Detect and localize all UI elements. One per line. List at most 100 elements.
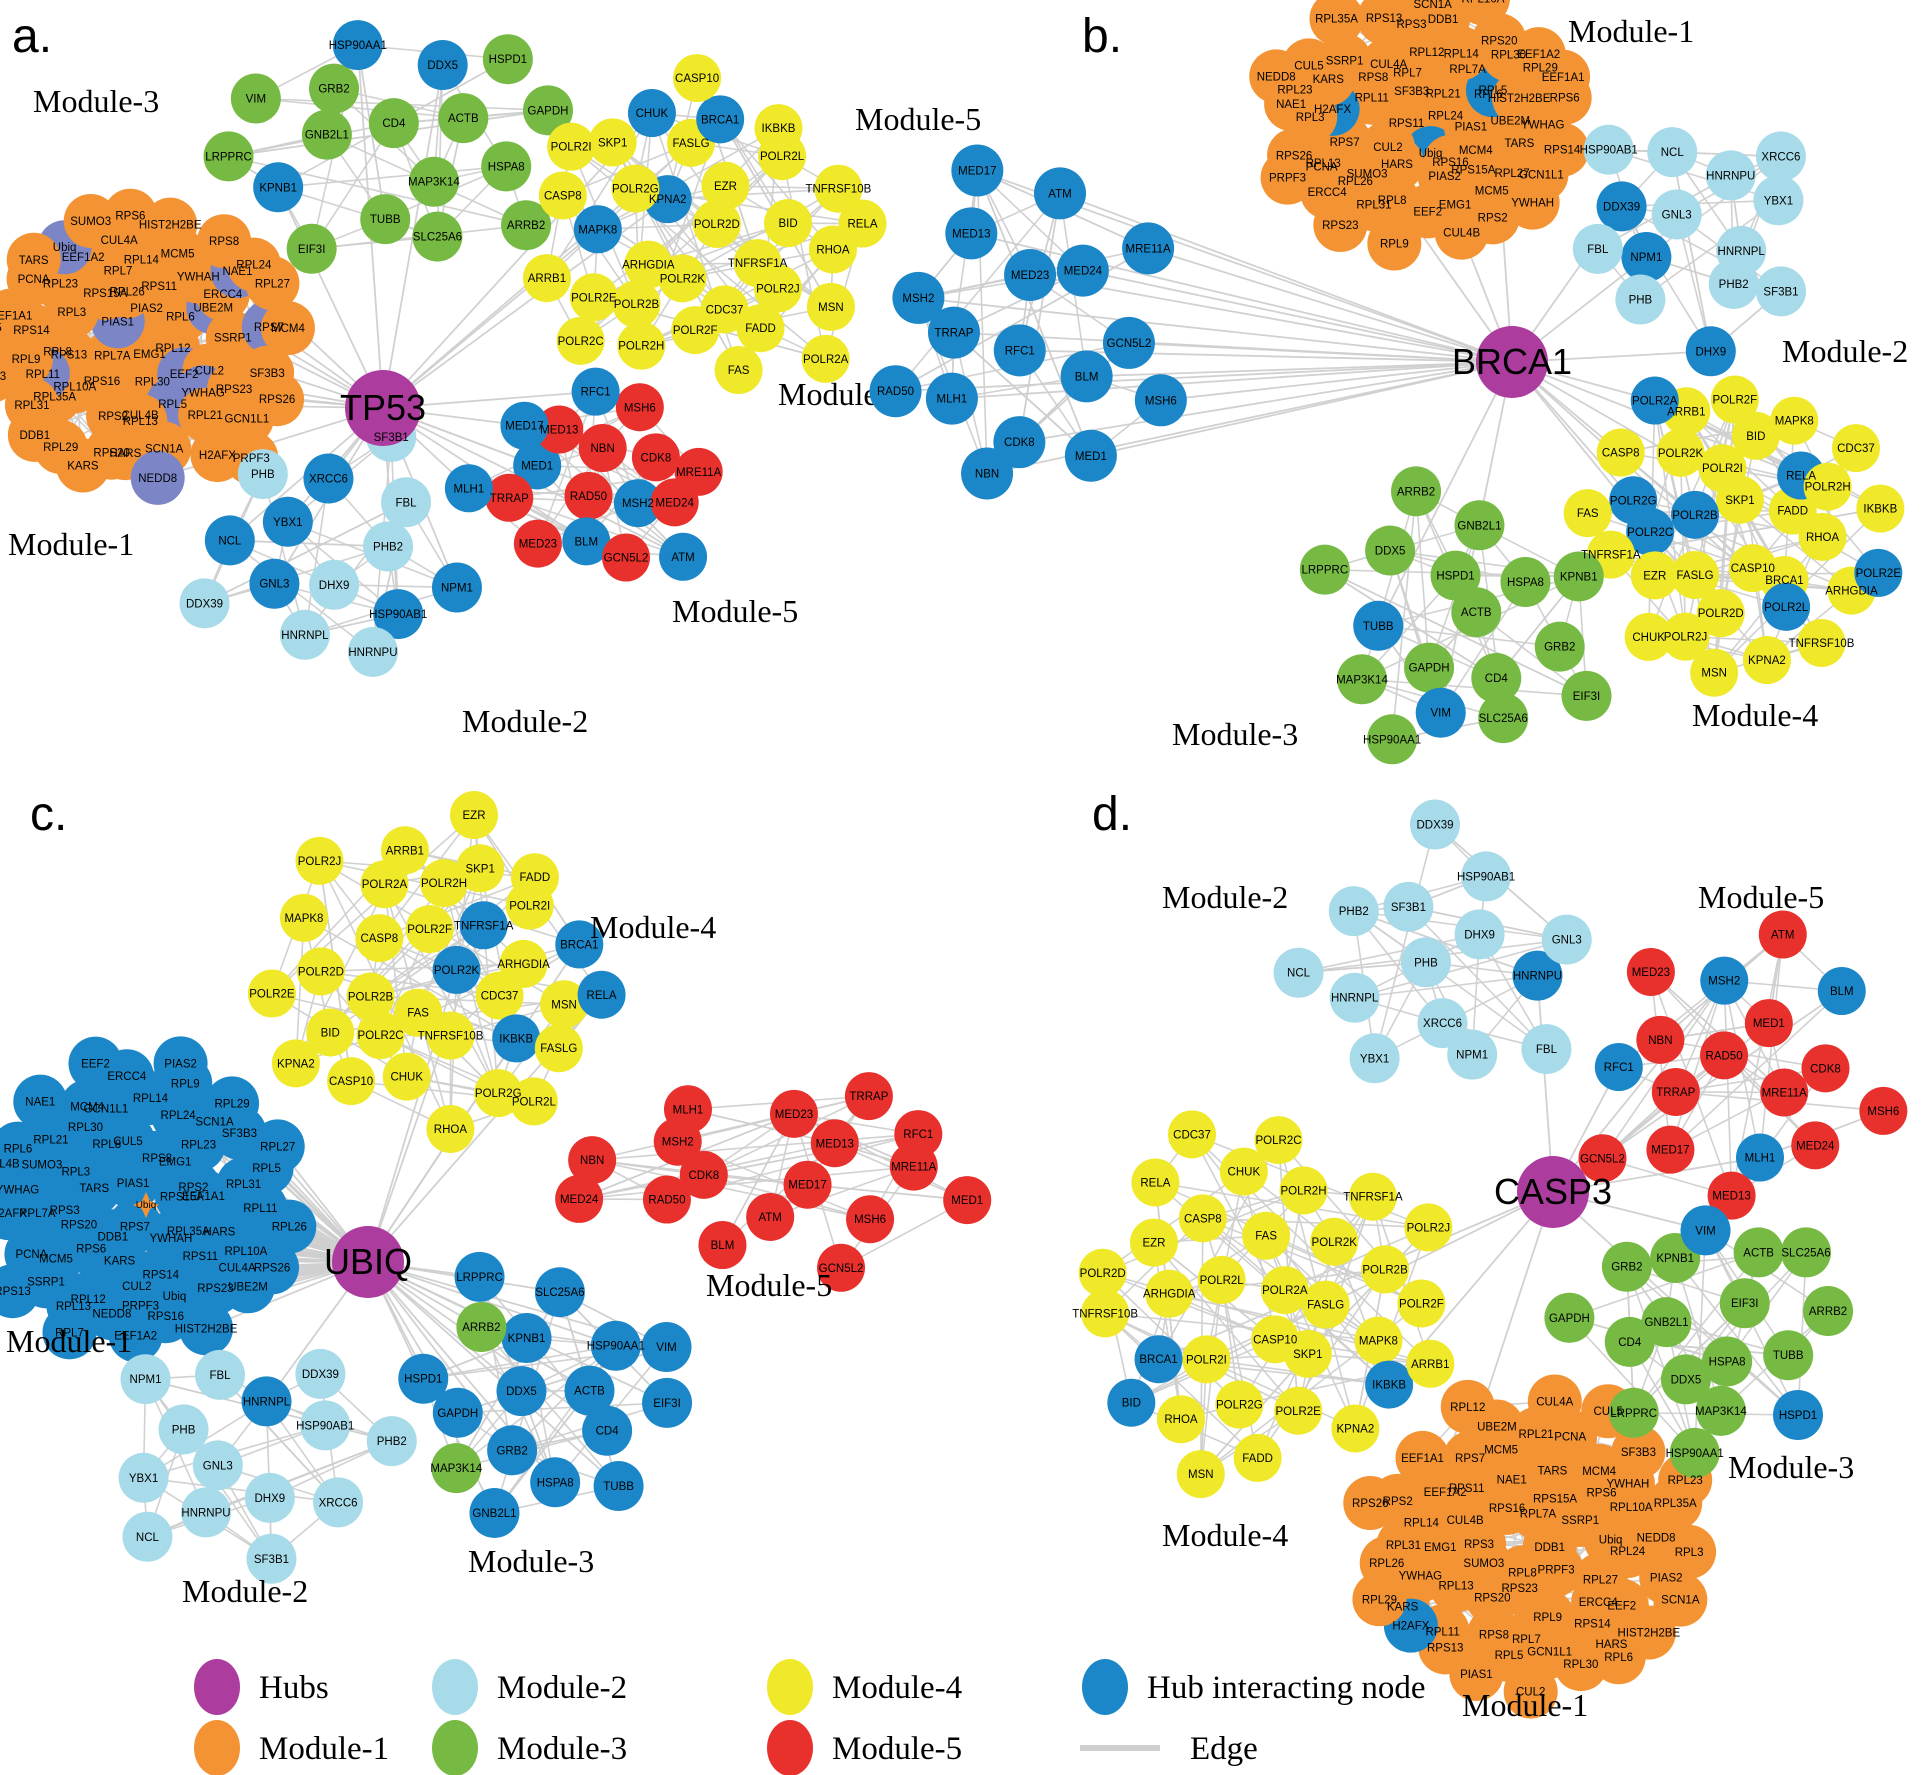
node-label-POLR2B: POLR2B <box>1362 1264 1408 1276</box>
module-edge <box>1797 1252 1807 1416</box>
node-label-PRPF3: PRPF3 <box>1538 1565 1575 1577</box>
module-edge <box>1361 491 1417 680</box>
node-label-POLR2K: POLR2K <box>1658 448 1704 460</box>
module-edge <box>262 473 306 635</box>
node-label-RAD50: RAD50 <box>648 1195 685 1207</box>
node-label-POLR2L: POLR2L <box>760 151 805 163</box>
node-label-RHOA: RHOA <box>434 1124 468 1136</box>
hub-edge <box>277 186 384 409</box>
node-label-CDC37: CDC37 <box>481 991 519 1003</box>
node-EEF1A1 <box>1536 49 1591 104</box>
node-label-EEF1A2: EEF1A2 <box>1517 49 1560 61</box>
node-label-PHB2: PHB2 <box>377 1436 407 1448</box>
node-DHX9 <box>1454 909 1505 960</box>
node-label-TUBB: TUBB <box>370 214 401 226</box>
legend-label: Module-5 <box>832 1731 962 1767</box>
module-edge <box>1415 491 1430 668</box>
node-label-CASP10: CASP10 <box>1253 1334 1297 1346</box>
node-RAD50 <box>1700 1031 1749 1080</box>
node-PRPF3 <box>1260 150 1315 205</box>
node-RHOA <box>1156 1395 1205 1444</box>
node-MLH1 <box>925 372 978 425</box>
node-BLM <box>562 517 611 566</box>
node-RPL9 <box>1367 216 1422 271</box>
node-KPNB1 <box>253 162 304 213</box>
node-HSP90AA1 <box>332 20 383 71</box>
node-label-CUL2: CUL2 <box>195 365 224 377</box>
node-FADD <box>510 853 559 902</box>
node-label-MED24: MED24 <box>1796 1140 1835 1152</box>
node-BID <box>306 1008 355 1057</box>
node-POLR2K <box>432 945 481 994</box>
module-edge <box>295 917 305 1064</box>
node-label-MSH6: MSH6 <box>854 1214 886 1226</box>
module-edge <box>1626 1266 1696 1454</box>
module-edge <box>143 1476 339 1504</box>
legend-label: Hub interacting node <box>1147 1670 1426 1706</box>
node-label-HSP90AB1: HSP90AB1 <box>296 1420 354 1432</box>
node-label-MED13: MED13 <box>540 425 578 437</box>
node-label-BRCA1: BRCA1 <box>1765 575 1803 587</box>
node-label-ERCC4: ERCC4 <box>107 1071 147 1083</box>
node-label-ACTB: ACTB <box>1461 607 1492 619</box>
module-edge <box>597 127 779 231</box>
module-edge <box>1675 1067 1826 1093</box>
node-label-PCNA: PCNA <box>18 274 50 286</box>
node-label-POLR2B: POLR2B <box>614 299 660 311</box>
node-label-DDX39: DDX39 <box>1603 201 1640 213</box>
node-label-MRE11A: MRE11A <box>1126 243 1171 255</box>
module-edge <box>1601 980 1725 1159</box>
node-label-LRPPRC: LRPPRC <box>205 151 252 163</box>
node-KPNA2 <box>1742 636 1791 685</box>
node-TRRAP <box>485 473 534 522</box>
node-TRRAP <box>844 1072 893 1121</box>
node-label-RPL10A: RPL10A <box>1462 0 1505 5</box>
node-label-RPS6: RPS6 <box>1586 1488 1616 1500</box>
node-label-NBN: NBN <box>591 443 615 455</box>
module-edge <box>1568 1317 1696 1454</box>
node-CASP10 <box>327 1057 376 1106</box>
node-label-POLR2I: POLR2I <box>1702 463 1743 475</box>
node-MLH1 <box>444 464 493 513</box>
node-label-POLR2H: POLR2H <box>1805 482 1851 494</box>
node-label-CUL2: CUL2 <box>1373 142 1402 154</box>
node-label-BLM: BLM <box>711 1240 735 1252</box>
node-MLH1 <box>663 1085 712 1134</box>
node-label-MCM4: MCM4 <box>271 323 305 335</box>
node-label-RPL12: RPL12 <box>71 1294 106 1306</box>
node-ACTB <box>438 93 489 144</box>
node-label-POLR2A: POLR2A <box>803 354 849 366</box>
node-label-TNFRSF10B: TNFRSF10B <box>418 1031 484 1043</box>
node-BRCA1 <box>696 95 745 144</box>
module-label: Module-2 <box>182 1573 308 1609</box>
node-IKBKB <box>754 104 803 153</box>
node-label-KPNB1: KPNB1 <box>259 182 297 194</box>
node-POLR2K <box>1656 428 1705 477</box>
node-label-YWHAG: YWHAG <box>1399 1571 1443 1583</box>
node-RPS26 <box>250 372 305 427</box>
node-PHB2 <box>1708 258 1759 309</box>
node-FBL <box>381 477 432 528</box>
module-edge <box>1220 1279 1259 1459</box>
node-BID <box>764 199 813 248</box>
node-VIM <box>641 1322 692 1373</box>
node-MSN <box>806 282 855 331</box>
node-label-POLR2E: POLR2E <box>1275 1406 1321 1418</box>
node-GNB2L1 <box>1641 1297 1692 1348</box>
node-label-DHX9: DHX9 <box>1464 929 1495 941</box>
node-label-TRRAP: TRRAP <box>934 328 973 340</box>
node-MSN <box>1690 648 1739 697</box>
node-HNRNPU <box>347 626 398 677</box>
node-label-HARS: HARS <box>203 1226 235 1238</box>
node-TNFRSF10B <box>426 1011 475 1060</box>
node-label-MED17: MED17 <box>505 421 543 433</box>
node-TUBB <box>1763 1330 1814 1381</box>
node-label-LRPPRC: LRPPRC <box>1610 1408 1657 1420</box>
node-label-RPL21: RPL21 <box>33 1134 68 1146</box>
node-POLR2E <box>1854 548 1903 597</box>
node-label-NEDD8: NEDD8 <box>1637 1533 1676 1545</box>
module-edge <box>1324 569 1497 679</box>
node-label-RPL31: RPL31 <box>14 400 49 412</box>
node-HSPD1 <box>482 34 533 85</box>
node-label-YWHAG: YWHAG <box>0 1185 39 1197</box>
